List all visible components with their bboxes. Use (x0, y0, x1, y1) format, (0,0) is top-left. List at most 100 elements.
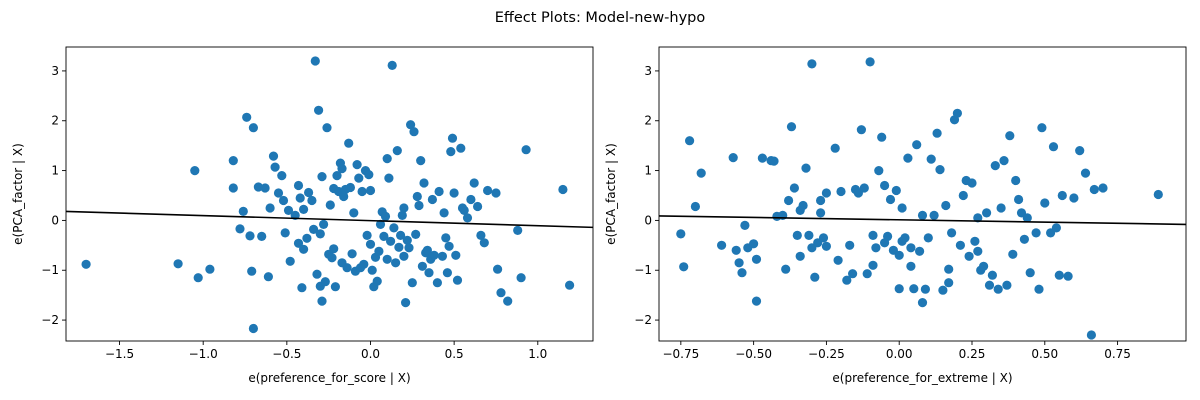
scatter-point (883, 231, 893, 241)
scatter-point (877, 132, 887, 142)
scatter-point (364, 170, 374, 180)
scatter-point (1063, 271, 1073, 281)
scatter-point (414, 200, 424, 211)
scatter-point (391, 258, 401, 268)
scatter-point (314, 105, 324, 115)
scatter-point (676, 229, 686, 239)
scatter-point (332, 171, 342, 181)
scatter-point (285, 256, 295, 266)
scatter-point (354, 173, 364, 183)
scatter-point (944, 264, 954, 274)
scatter-point (874, 166, 884, 176)
scatter-point (337, 164, 347, 174)
scatter-point (342, 263, 352, 273)
scatter-point (751, 254, 762, 264)
scatter-point (821, 241, 832, 251)
scatter-point (737, 268, 747, 278)
scatter-point (690, 201, 701, 212)
scatter-point (909, 284, 919, 294)
scatter-point (804, 230, 814, 240)
scatter-point (1022, 213, 1032, 223)
scatter-point (944, 278, 954, 288)
scatter-point (422, 245, 432, 255)
scatter-point (923, 233, 933, 243)
scatter-point (365, 239, 376, 249)
scatter-point (304, 187, 314, 198)
scatter-point (293, 180, 304, 191)
scatter-point (917, 298, 928, 308)
scatter-point (862, 269, 872, 279)
scatter-point (868, 230, 878, 240)
y-tick-label: 3 (51, 64, 59, 78)
scatter-point (432, 278, 442, 288)
scatter-point (173, 259, 183, 269)
scatter-point (469, 178, 479, 188)
scatter-point (325, 200, 335, 210)
scatter-point (1025, 268, 1035, 278)
scatter-point (382, 154, 392, 164)
scatter-point (265, 203, 275, 213)
x-tick-label: 0.50 (1031, 347, 1058, 361)
scatter-point (404, 243, 414, 253)
scatter-point (299, 244, 309, 254)
scatter-point (307, 195, 317, 206)
x-axis-label: e(preference_for_score | X) (248, 371, 410, 385)
y-axis-label: e(PCA_factor | X) (11, 143, 25, 245)
scatter-point (372, 276, 382, 286)
axes-frame (658, 46, 1187, 342)
scatter-point (442, 268, 452, 278)
scatter-point (999, 156, 1009, 166)
scatter-point (941, 200, 951, 211)
scatter-point (270, 162, 280, 172)
scatter-point (387, 60, 397, 70)
scatter-point (406, 120, 416, 130)
scatter-point (439, 208, 449, 218)
scatter-point (728, 153, 738, 163)
x-axis-label: e(preference_for_extreme | X) (832, 371, 1012, 385)
scatter-point (399, 251, 409, 261)
scatter-point (973, 213, 983, 223)
x-tick-label: 0.0 (361, 347, 380, 361)
scatter-point (427, 194, 437, 205)
scatter-point (891, 185, 901, 196)
scatter-point (894, 284, 904, 294)
scatter-point (317, 172, 327, 182)
scatter-point (917, 210, 928, 220)
scatter-point (446, 147, 456, 157)
scatter-point (868, 260, 878, 270)
scatter-point (496, 288, 506, 298)
scatter-point (784, 195, 794, 206)
y-tick-label: −1 (41, 263, 59, 277)
scatter-point (417, 261, 427, 271)
scatter-point (247, 266, 257, 276)
x-tick-label: −0.50 (735, 347, 772, 361)
scatter-point (248, 323, 258, 334)
scatter-point (309, 224, 319, 234)
scatter-point (795, 251, 805, 261)
scatter-point (365, 185, 376, 196)
scatter-point (717, 240, 727, 250)
scatter-point (897, 203, 907, 213)
scatter-point (1153, 189, 1163, 200)
fit-line (66, 210, 593, 229)
y-axis-label: e(PCA_factor | X) (604, 143, 618, 245)
scatter-point (903, 153, 913, 163)
scatter-point (412, 191, 422, 202)
scatter-point (984, 280, 995, 290)
scatter-point (958, 190, 968, 201)
scatter-point (278, 195, 289, 206)
scatter-point (990, 161, 1000, 171)
scatter-point (836, 186, 846, 197)
scatter-point (396, 230, 406, 240)
scatter-point (449, 188, 459, 198)
scatter-point (932, 128, 942, 138)
y-tick-label: −2 (634, 313, 652, 327)
scatter-point (1031, 228, 1041, 238)
scatter-point (491, 188, 501, 198)
scatter-point (979, 261, 989, 271)
y-tick-label: −1 (634, 263, 652, 277)
scatter-point (81, 259, 91, 269)
scatter-point (906, 261, 916, 271)
scatter-point (382, 254, 392, 264)
scatter-point (810, 272, 820, 282)
